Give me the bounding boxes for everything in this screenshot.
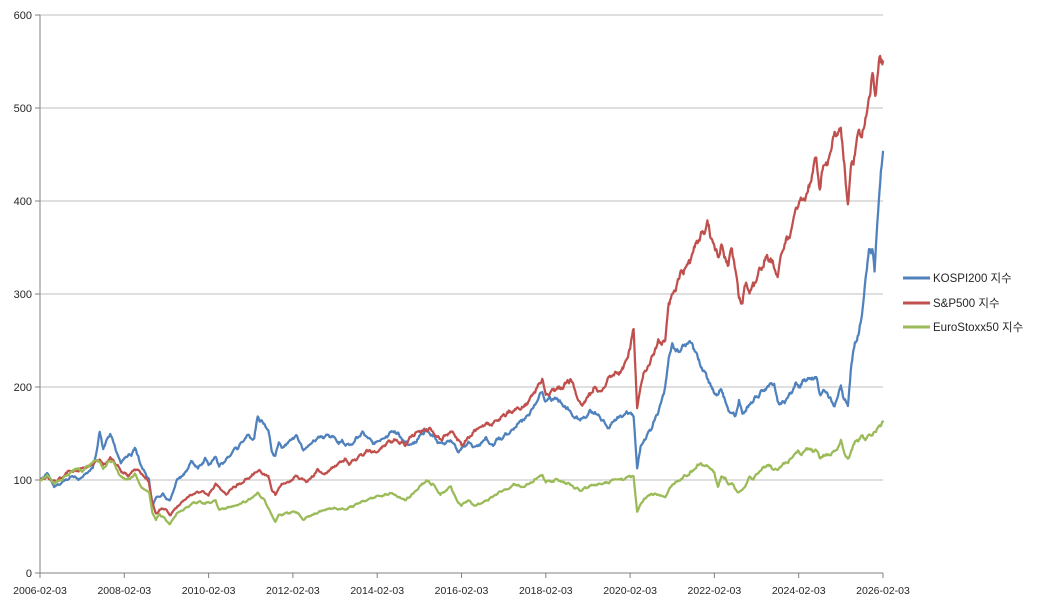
gridlines [40,14,883,481]
x-axis-tick-label: 2008-02-03 [97,585,151,597]
x-axis-tick-label: 2022-02-03 [688,585,742,597]
y-axis-tick-label: 200 [14,382,32,394]
x-axis-tick-label: 2006-02-03 [13,585,67,597]
y-axis-tick-label: 400 [14,196,32,208]
x-axis-tick-label: 2024-02-03 [772,585,826,597]
x-axis-tick-label: 2020-02-03 [603,585,657,597]
series-line-eurostoxx50[interactable] [38,420,885,526]
x-axis-tick-label: 2016-02-03 [435,585,489,597]
legend-label-eurostoxx50: EuroStoxx50 지수 [933,321,1023,334]
legend-item-sp500[interactable]: S&P500 지수 [903,297,1000,310]
x-axis-tick-label: 2026-02-03 [856,585,910,597]
series-line-kospi200[interactable] [38,150,885,507]
legend-label-kospi200: KOSPI200 지수 [933,272,1012,285]
axis-labels: 0 100 200 300 400 500 600 2006-02-03 2008-02-03 2… [13,10,910,597]
legend-item-eurostoxx50[interactable]: EuroStoxx50 지수 [903,321,1023,334]
x-axis-tick-label: 2012-02-03 [266,585,320,597]
y-axis-tick-label: 100 [14,475,32,487]
x-axis-tick-label: 2010-02-03 [182,585,236,597]
y-axis-tick-label: 0 [26,568,32,580]
series-lines [38,54,885,526]
x-axis-tick-label: 2014-02-03 [350,585,404,597]
legend-label-sp500: S&P500 지수 [933,297,1000,310]
y-axis-tick-label: 600 [14,10,32,22]
chart-legend: KOSPI200 지수 S&P500 지수 EuroStoxx50 지수 [903,272,1023,334]
series-line-sp500[interactable] [38,54,885,517]
y-axis-tick-label: 300 [14,289,32,301]
x-axis-tick-label: 2018-02-03 [519,585,573,597]
legend-item-kospi200[interactable]: KOSPI200 지수 [903,272,1012,285]
y-axis-tick-label: 500 [14,103,32,115]
